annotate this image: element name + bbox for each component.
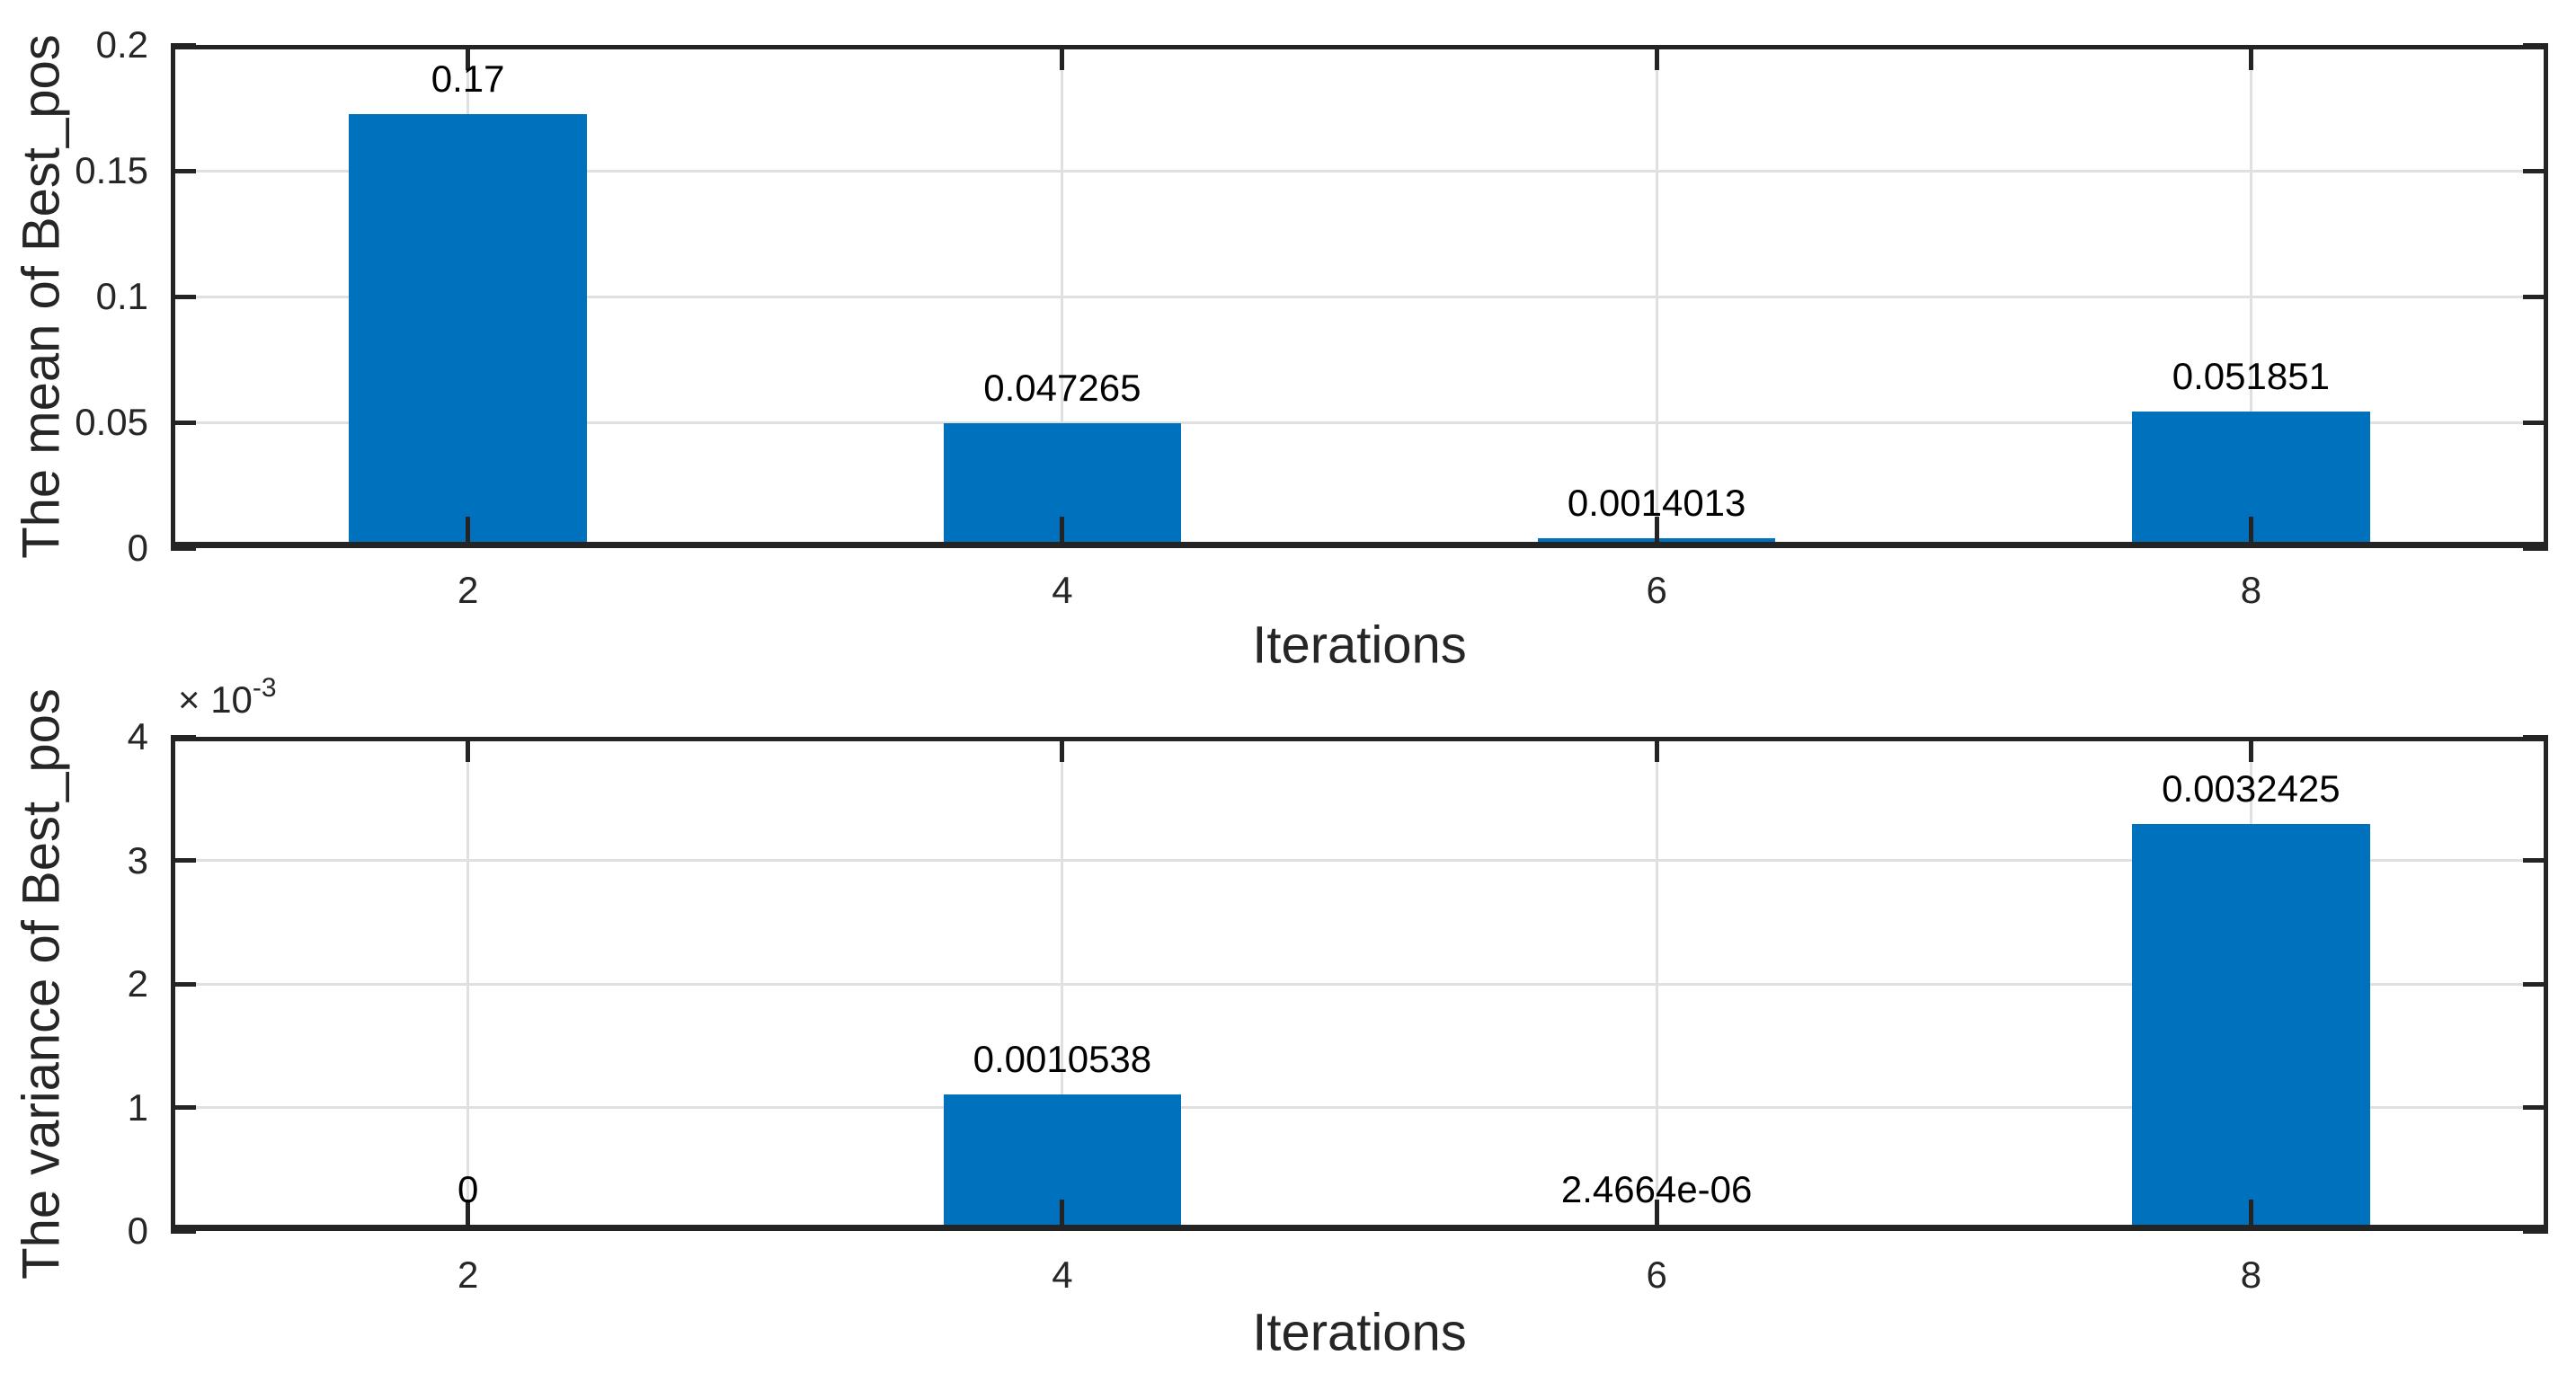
y-tick-mark: [171, 168, 196, 173]
x-tick-mark: [1654, 517, 1659, 542]
y-tick-label: 3: [127, 838, 148, 881]
x-axis-label: Iterations: [1252, 616, 1467, 675]
y-tick-mark: [2523, 420, 2548, 425]
x-tick-mark: [466, 45, 471, 70]
y-tick-label: 0.2: [95, 23, 148, 66]
horizontal-gridline: [171, 859, 2548, 862]
y-tick-mark: [2523, 734, 2548, 740]
y-tick-label: 0.15: [75, 149, 148, 191]
x-tick-label: 2: [457, 569, 479, 611]
vertical-gridline: [1655, 45, 1658, 542]
vertical-gridline: [1061, 737, 1064, 1225]
y-tick-mark: [2523, 1228, 2548, 1234]
y-tick-mark: [171, 981, 196, 987]
exponent-base: × 10: [178, 678, 253, 721]
bar: [2132, 824, 2370, 1225]
vertical-gridline: [466, 737, 470, 1225]
vertical-gridline: [2249, 45, 2252, 542]
y-tick-mark: [171, 545, 196, 551]
x-tick-label: 6: [1646, 1253, 1667, 1296]
bar: [349, 114, 587, 542]
x-tick-label: 8: [2240, 1253, 2262, 1296]
x-tick-mark: [466, 517, 471, 542]
y-tick-mark: [2523, 858, 2548, 863]
x-axis-label: Iterations: [1252, 1303, 1467, 1362]
bar-value-label: 0.0014013: [1567, 482, 1746, 525]
x-tick-label: 4: [1052, 569, 1073, 611]
x-tick-mark: [1060, 45, 1065, 70]
horizontal-gridline: [171, 982, 2548, 986]
y-tick-label: 0: [127, 1209, 148, 1252]
horizontal-gridline: [171, 169, 2548, 173]
y-tick-mark: [171, 1105, 196, 1110]
x-tick-mark: [1654, 1200, 1659, 1225]
x-tick-mark: [1060, 737, 1065, 762]
horizontal-gridline: [171, 295, 2548, 298]
x-tick-mark: [2248, 45, 2253, 70]
bar-value-label: 0.047265: [983, 366, 1141, 409]
x-tick-label: 4: [1052, 1253, 1073, 1296]
y-tick-mark: [2523, 981, 2548, 987]
y-tick-mark: [171, 734, 196, 740]
y-tick-label: 1: [127, 1085, 148, 1129]
bar-value-label: 0.0010538: [973, 1038, 1152, 1081]
bar-value-label: 0.17: [431, 58, 505, 100]
y-tick-label: 2: [127, 962, 148, 1005]
horizontal-gridline: [171, 421, 2548, 424]
y-tick-mark: [2523, 294, 2548, 299]
y-tick-mark: [2523, 1105, 2548, 1110]
y-tick-label: 0: [127, 527, 148, 569]
bar-value-label: 0.0032425: [2162, 767, 2341, 811]
y-tick-mark: [2523, 168, 2548, 173]
y-axis-exponent-label: × 10-3: [178, 675, 277, 721]
x-tick-mark: [466, 1200, 471, 1225]
x-tick-mark: [466, 737, 471, 762]
vertical-gridline: [1655, 737, 1658, 1225]
vertical-gridline: [1061, 45, 1064, 542]
x-tick-label: 6: [1646, 569, 1667, 611]
x-tick-mark: [1060, 1200, 1065, 1225]
x-tick-label: 2: [457, 1253, 479, 1296]
x-tick-mark: [1654, 737, 1659, 762]
y-tick-mark: [171, 42, 196, 48]
x-tick-mark: [1060, 517, 1065, 542]
y-tick-label: 0.05: [75, 401, 148, 443]
y-tick-mark: [2523, 42, 2548, 48]
x-tick-label: 8: [2240, 569, 2262, 611]
x-tick-mark: [2248, 737, 2253, 762]
y-tick-mark: [171, 294, 196, 299]
y-tick-mark: [171, 858, 196, 863]
exponent-superscript: -3: [252, 673, 277, 703]
x-tick-mark: [2248, 517, 2253, 542]
plot-area: 0 0.0010538 2.4664e-06 0.0032425: [171, 734, 2548, 1234]
y-tick-mark: [171, 1228, 196, 1234]
bar-value-label: 0.051851: [2172, 354, 2330, 397]
y-tick-mark: [171, 420, 196, 425]
y-tick-label: 4: [127, 715, 148, 757]
horizontal-gridline: [171, 1106, 2548, 1109]
bar-value-label: 0: [457, 1168, 479, 1210]
y-tick-label: 0.1: [95, 275, 148, 317]
bar-value-label: 2.4664e-06: [1560, 1167, 1753, 1210]
x-tick-mark: [1654, 45, 1659, 70]
y-tick-mark: [2523, 545, 2548, 551]
x-tick-mark: [2248, 1200, 2253, 1225]
